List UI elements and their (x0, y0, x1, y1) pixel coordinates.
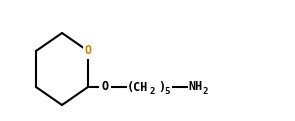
Text: 2: 2 (203, 87, 208, 95)
Text: 2: 2 (150, 87, 155, 95)
Text: ): ) (158, 80, 165, 94)
Text: O: O (101, 80, 109, 94)
Text: O: O (84, 45, 91, 57)
Text: NH: NH (188, 80, 202, 94)
Text: 5: 5 (164, 87, 169, 95)
Text: (CH: (CH (127, 80, 148, 94)
